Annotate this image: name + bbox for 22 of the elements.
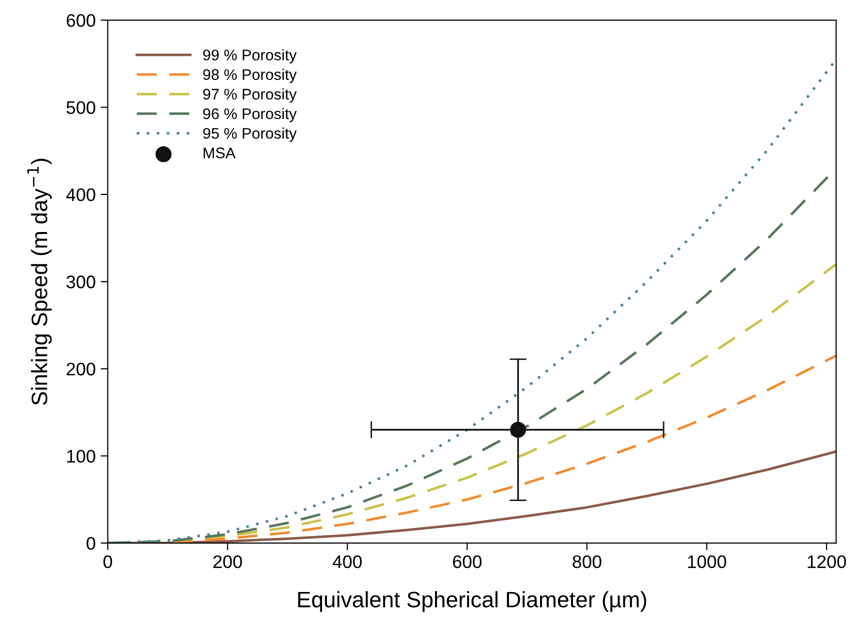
x-tick-label: 400 xyxy=(332,555,362,568)
y-tick-label: 300 xyxy=(66,276,96,288)
x-axis-title: Equivalent Spherical Diameter (µm) xyxy=(298,591,646,612)
x-tick-label: 600 xyxy=(453,555,482,568)
x-tick-label: 0 xyxy=(103,555,112,568)
legend-label: 97 % Porosity xyxy=(203,88,297,103)
x-tick-label: 1000 xyxy=(688,555,726,568)
y-axis-title: Sinking Speed (m day$^{−1}$) xyxy=(27,158,52,405)
x-tick-label: 200 xyxy=(213,555,242,568)
y-tick-label: 400 xyxy=(66,188,96,202)
y-tick-label: 100 xyxy=(67,450,96,463)
x-tick-label: 800 xyxy=(572,555,602,568)
legend-label: 95 % Porosity xyxy=(203,128,297,142)
legend-label: 96 % Porosity xyxy=(203,108,297,122)
y-tick-label: 500 xyxy=(66,101,96,114)
y-tick-label: 600 xyxy=(66,14,96,27)
y-tick-label: 0 xyxy=(86,536,96,550)
legend-label: 99 % Porosity xyxy=(203,49,297,64)
legend-label: MSA xyxy=(204,148,236,158)
x-tick-label: 1200 xyxy=(808,555,846,568)
y-tick-label: 200 xyxy=(66,362,96,376)
legend-label: 98 % Porosity xyxy=(203,68,297,84)
